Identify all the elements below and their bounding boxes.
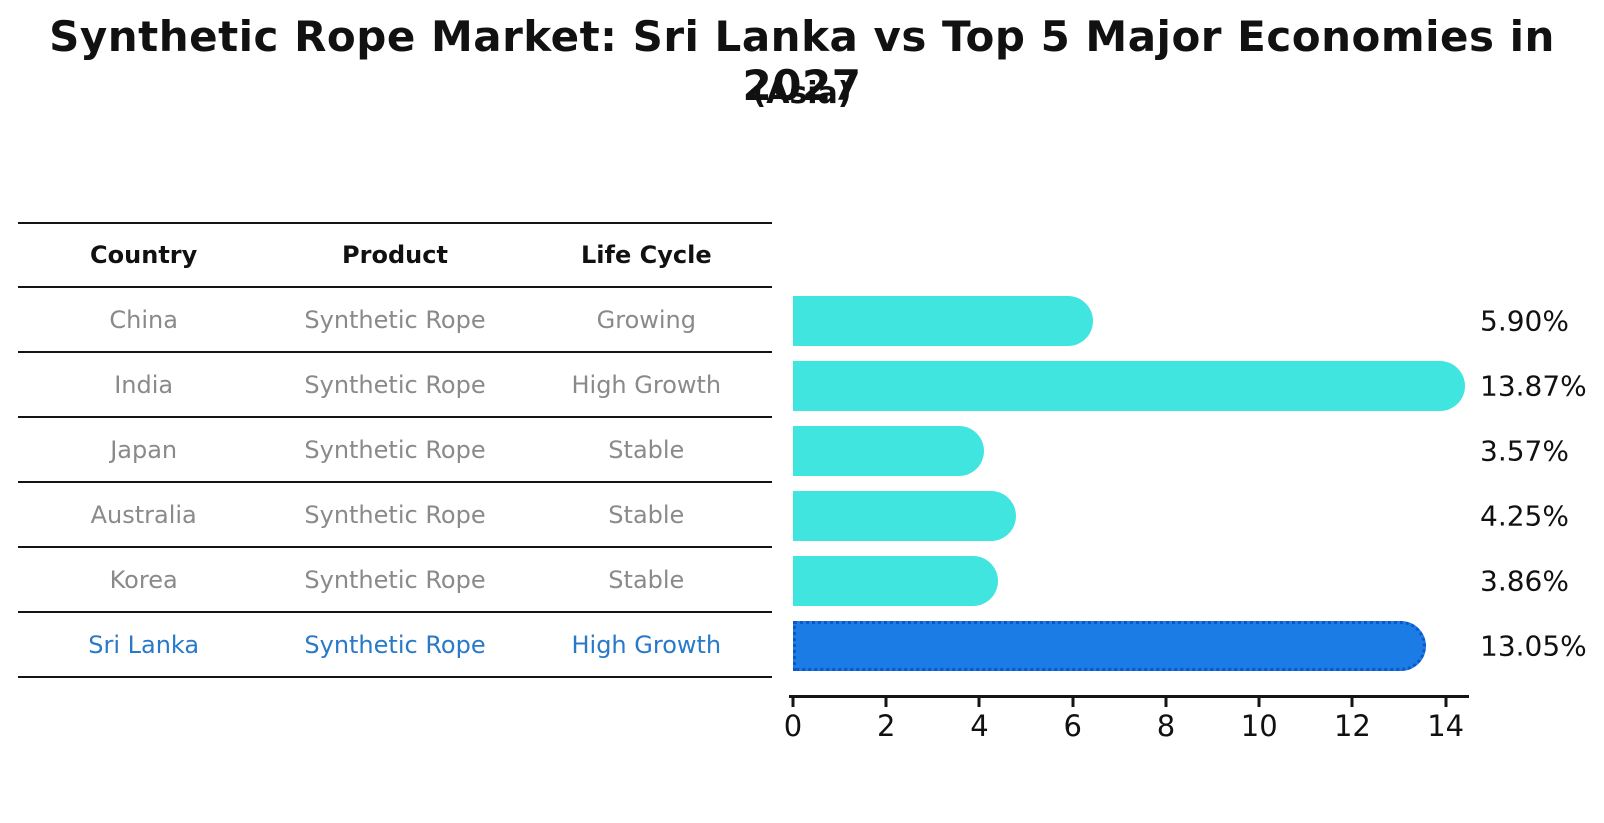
bar-value-label: 13.05% (1480, 629, 1587, 662)
economies-table: Country Product Life Cycle China Syntheti… (18, 222, 772, 678)
table-body: China Synthetic Rope Growing India Synthetic… (18, 288, 772, 678)
lifecycle-cell: High Growth (571, 370, 722, 399)
country-cell: Korea (109, 565, 178, 594)
lifecycle-cell: Stable (608, 435, 685, 464)
table-row: Korea Synthetic Rope Stable (18, 548, 772, 613)
product-cell: Synthetic Rope (304, 630, 486, 659)
country-cell: Australia (90, 500, 197, 529)
product-cell: Synthetic Rope (304, 305, 486, 334)
country-cell: China (109, 305, 178, 334)
country-cell: Japan (110, 435, 178, 464)
table-header-country: Country (90, 241, 198, 269)
x-tick (791, 698, 795, 707)
country-cell: Sri Lanka (88, 630, 200, 659)
bar-value-label: 3.86% (1480, 564, 1569, 597)
product-cell: Synthetic Rope (304, 500, 486, 529)
product-cell: Synthetic Rope (304, 370, 486, 399)
x-tick (1164, 698, 1168, 707)
table-row: Australia Synthetic Rope Stable (18, 483, 772, 548)
x-tick (977, 698, 981, 707)
product-cell: Synthetic Rope (304, 565, 486, 594)
lifecycle-cell: High Growth (571, 630, 722, 659)
bar-value-label: 4.25% (1480, 499, 1569, 532)
bar-value-label: 13.87% (1480, 369, 1587, 402)
lifecycle-cell: Growing (596, 305, 696, 334)
bar-japan (793, 425, 985, 476)
table-row: India Synthetic Rope High Growth (18, 353, 772, 418)
bar-australia (793, 490, 1017, 541)
table-header-product: Product (342, 241, 448, 269)
x-tick-label: 10 (1240, 709, 1278, 743)
x-tick-label: 4 (970, 709, 989, 743)
x-tick (1257, 698, 1261, 707)
chart-subtitle: (Asia) (752, 76, 852, 111)
table-header-lifecycle: Life Cycle (581, 241, 712, 269)
bar-sri-lanka-highlighted (793, 620, 1427, 671)
x-tick-label: 12 (1333, 709, 1371, 743)
country-cell: India (114, 370, 174, 399)
x-tick-label: 6 (1063, 709, 1082, 743)
bar-value-label: 5.90% (1480, 304, 1569, 337)
table-row: China Synthetic Rope Growing (18, 288, 772, 353)
x-tick-label: 0 (783, 709, 803, 743)
bar-chart: 5.90% 13.87% 3.57% 4.25% 3.86% 13.05% 0 2 4 6 8 10… (784, 288, 1587, 748)
x-tick (1444, 698, 1448, 707)
table-header-row: Country Product Life Cycle (18, 222, 772, 288)
x-tick (884, 698, 888, 707)
x-tick (1350, 698, 1354, 707)
product-cell: Synthetic Rope (304, 435, 486, 464)
x-tick-label: 8 (1156, 709, 1176, 743)
x-axis (789, 695, 1469, 698)
bar-value-label: 3.57% (1480, 434, 1569, 467)
bar-korea (793, 555, 998, 606)
bar-india (793, 360, 1465, 411)
x-tick-label: 2 (877, 709, 896, 743)
lifecycle-cell: Stable (608, 500, 685, 529)
table-row: Sri Lanka Synthetic Rope High Growth (18, 613, 772, 678)
table-row: Japan Synthetic Rope Stable (18, 418, 772, 483)
x-tick (1071, 698, 1075, 707)
bar-china (793, 295, 1094, 346)
chart-title: Synthetic Rope Market: Sri Lanka vs Top … (49, 12, 1555, 110)
x-tick-label: 14 (1427, 709, 1465, 743)
lifecycle-cell: Stable (608, 565, 685, 594)
